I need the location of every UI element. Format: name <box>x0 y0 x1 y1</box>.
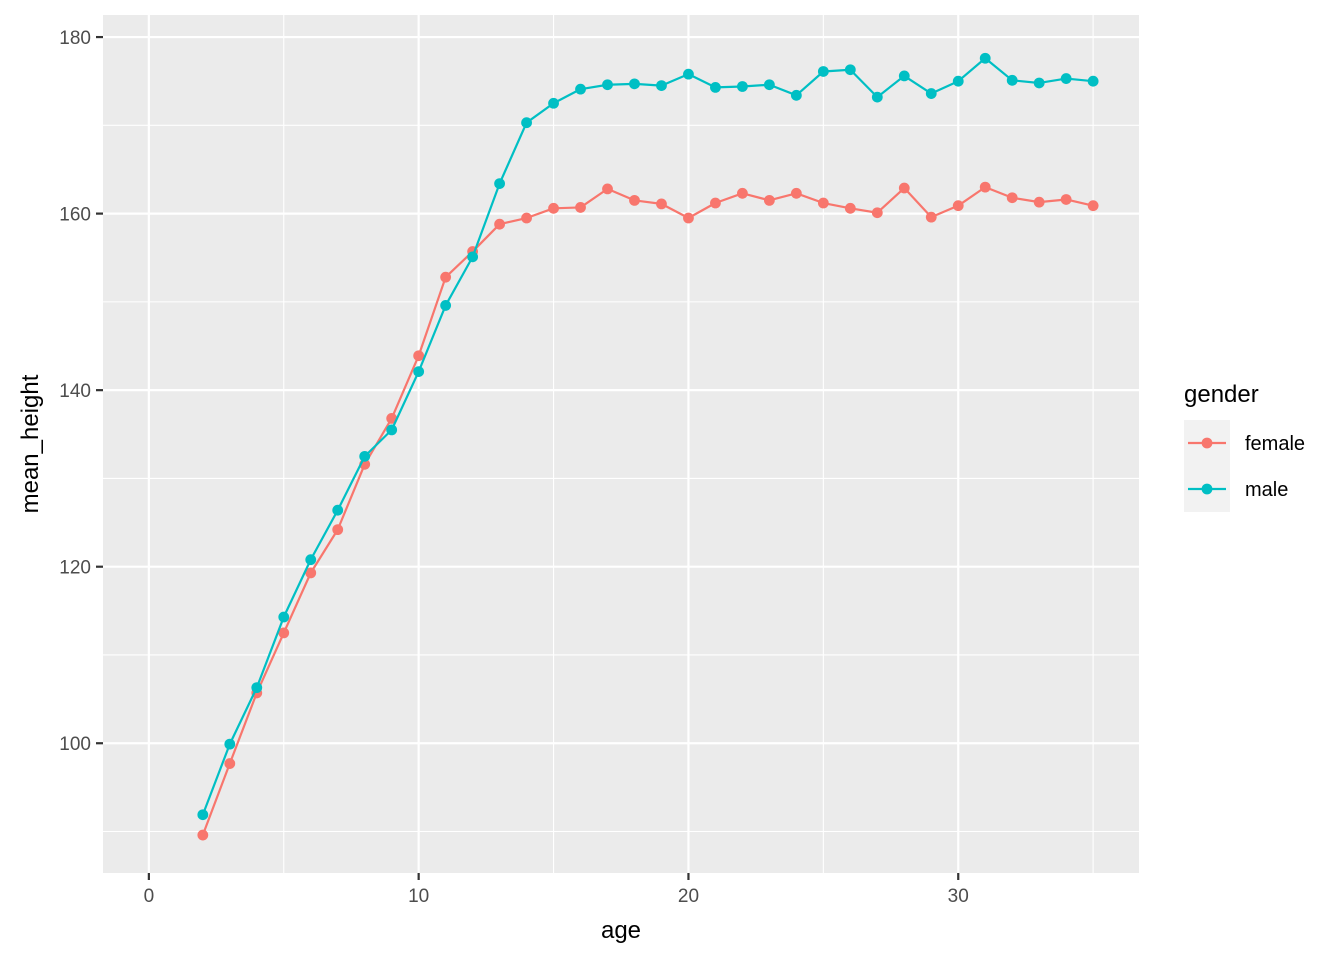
data-point-male <box>925 88 937 99</box>
data-point-male <box>359 450 371 462</box>
x-tick-label: 0 <box>144 886 155 907</box>
data-point-female <box>763 194 775 206</box>
y-tick-label: 120 <box>59 558 91 579</box>
legend-items: female male <box>1184 420 1305 512</box>
legend-label: female <box>1245 433 1305 455</box>
data-point-male <box>710 81 721 93</box>
series-layer <box>197 52 1099 841</box>
legend: gender female male <box>1184 381 1305 512</box>
data-point-male <box>332 504 344 516</box>
data-point-female <box>629 194 640 206</box>
data-point-male <box>1087 75 1099 87</box>
y-tick-label: 160 <box>59 205 91 226</box>
data-point-male <box>305 554 317 566</box>
data-point-male <box>224 738 236 750</box>
legend-label: male <box>1245 479 1288 501</box>
data-point-female <box>278 627 290 639</box>
data-point-female <box>440 271 452 283</box>
data-point-male <box>440 300 452 311</box>
data-point-female <box>494 218 505 230</box>
data-point-male <box>413 366 425 378</box>
plot-panel <box>103 15 1139 873</box>
data-point-male <box>737 81 748 92</box>
data-point-male <box>386 424 398 436</box>
data-point-male <box>898 70 910 82</box>
data-point-male <box>844 64 856 76</box>
data-point-female <box>602 183 613 195</box>
series-line-female <box>201 186 1094 836</box>
y-tick-label: 140 <box>59 381 91 402</box>
data-point-female <box>332 524 344 536</box>
data-point-male <box>871 91 883 103</box>
series-line-male <box>201 57 1094 816</box>
data-point-male <box>1033 77 1045 89</box>
data-point-male <box>494 178 505 189</box>
data-point-male <box>575 83 586 95</box>
data-point-male <box>602 79 613 91</box>
data-point-female <box>952 200 964 212</box>
x-tick-label: 10 <box>408 886 429 907</box>
data-point-female <box>925 211 937 223</box>
data-point-male <box>952 75 964 87</box>
legend-key-point <box>1201 483 1213 495</box>
data-point-male <box>763 79 775 91</box>
data-point-male <box>278 611 290 623</box>
data-point-female <box>521 212 532 224</box>
data-point-male <box>1060 73 1072 84</box>
grid-major <box>103 15 1139 873</box>
legend-title: gender <box>1184 381 1259 408</box>
data-point-male <box>251 682 263 694</box>
legend-key-point <box>1201 437 1213 449</box>
data-point-female <box>548 202 559 214</box>
data-point-female <box>844 202 856 214</box>
grid-minor <box>103 15 1139 873</box>
data-point-male <box>521 117 532 129</box>
data-point-female <box>413 350 425 362</box>
data-point-male <box>1006 74 1018 86</box>
data-point-female <box>871 207 883 219</box>
data-point-male <box>979 52 991 64</box>
series-male <box>197 52 1099 821</box>
y-tick-labels: 100 120 140 160 180 <box>59 28 91 755</box>
data-point-female <box>1060 194 1072 205</box>
data-point-female <box>1033 196 1045 208</box>
y-tick-label: 180 <box>59 28 91 49</box>
data-point-female <box>683 212 694 224</box>
data-point-male <box>683 68 694 80</box>
data-point-male <box>467 251 479 263</box>
x-tick-label: 30 <box>948 886 969 907</box>
legend-item-male: male <box>1184 466 1288 512</box>
legend-item-female: female <box>1184 420 1305 466</box>
data-point-male <box>197 809 209 821</box>
data-point-female <box>898 182 910 194</box>
data-point-male <box>790 89 802 101</box>
data-point-female <box>656 198 667 210</box>
x-axis-title: age <box>601 917 641 944</box>
x-tick-labels: 0 10 20 30 <box>144 886 969 907</box>
data-point-female <box>386 413 398 424</box>
data-point-female <box>305 567 317 579</box>
data-point-male <box>548 97 559 109</box>
data-point-female <box>737 187 748 199</box>
data-point-male <box>629 78 640 90</box>
y-axis-title: mean_height <box>17 374 44 513</box>
data-point-female <box>224 758 236 769</box>
data-point-female <box>790 187 802 199</box>
data-point-male <box>656 80 667 92</box>
data-point-female <box>817 197 829 209</box>
data-point-female <box>1087 200 1099 212</box>
data-point-male <box>817 66 829 77</box>
x-tick-label: 20 <box>678 886 699 907</box>
y-tick-label: 100 <box>59 734 91 755</box>
axis-ticks <box>96 35 960 880</box>
data-point-female <box>710 197 721 209</box>
data-point-female <box>575 202 586 213</box>
data-point-female <box>197 829 209 841</box>
data-point-female <box>1006 192 1018 204</box>
data-point-female <box>979 181 991 193</box>
